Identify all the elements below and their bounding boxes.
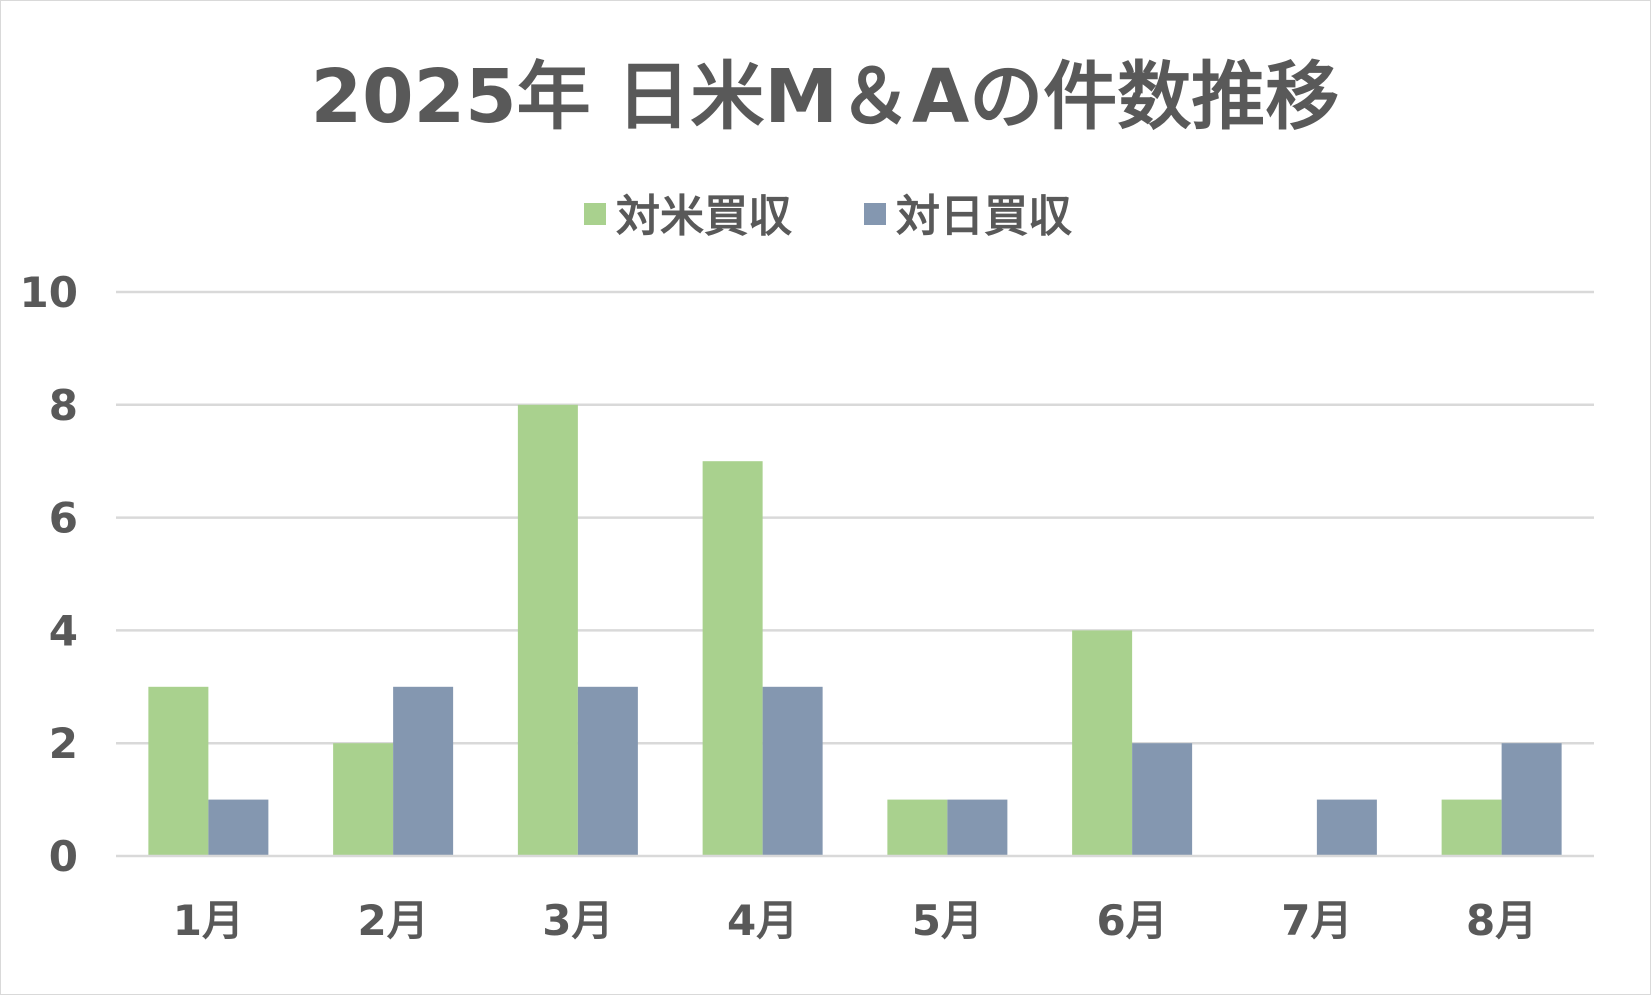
bar-us-acquisition-8 [1441, 799, 1502, 856]
bar-japan-acquisition-2 [393, 686, 454, 856]
y-tick-label: 4 [49, 606, 78, 655]
bar-japan-acquisition-4 [762, 686, 823, 856]
chart-title: 2025年 日米M＆Aの件数推移 [311, 54, 1340, 140]
x-category-label: 8月 [1466, 896, 1537, 945]
x-category-label: 3月 [542, 896, 613, 945]
bar-us-acquisition-3 [517, 404, 578, 856]
y-axis-ticks: 0 2 4 6 8 10 [20, 268, 78, 881]
legend-swatch [864, 203, 886, 225]
bar-us-acquisition-5 [887, 799, 948, 856]
bar-japan-acquisition-5 [947, 799, 1008, 856]
x-category-label: 2月 [358, 896, 429, 945]
x-category-label: 1月 [173, 896, 244, 945]
x-category-label: 7月 [1281, 896, 1352, 945]
y-tick-label: 6 [49, 494, 78, 543]
legend: 対米買収 対日買収 [584, 191, 1072, 242]
bar-japan-acquisition-8 [1501, 743, 1562, 856]
gridlines [116, 290, 1594, 745]
x-category-label: 5月 [912, 896, 983, 945]
y-tick-label: 2 [49, 719, 78, 768]
bar-japan-acquisition-3 [577, 686, 638, 856]
bar-japan-acquisition-7 [1316, 799, 1377, 856]
bar-us-acquisition-2 [333, 743, 394, 856]
x-axis-categories: 1月 2月 3月 4月 5月 6月 7月 8月 [173, 896, 1537, 945]
y-tick-label: 0 [49, 832, 78, 881]
bar-us-acquisition-1 [148, 686, 209, 856]
bar-japan-acquisition-6 [1132, 743, 1193, 856]
x-category-label: 6月 [1097, 896, 1168, 945]
legend-label: 対米買収 [616, 191, 792, 242]
bars [148, 404, 1562, 856]
bar-japan-acquisition-1 [208, 799, 269, 856]
x-category-label: 4月 [727, 896, 798, 945]
y-tick-label: 8 [49, 381, 78, 430]
legend-swatch [584, 203, 606, 225]
legend-label: 対日買収 [896, 191, 1072, 242]
y-tick-label: 10 [20, 268, 78, 317]
bar-us-acquisition-4 [702, 461, 763, 856]
bar-us-acquisition-6 [1072, 630, 1133, 856]
